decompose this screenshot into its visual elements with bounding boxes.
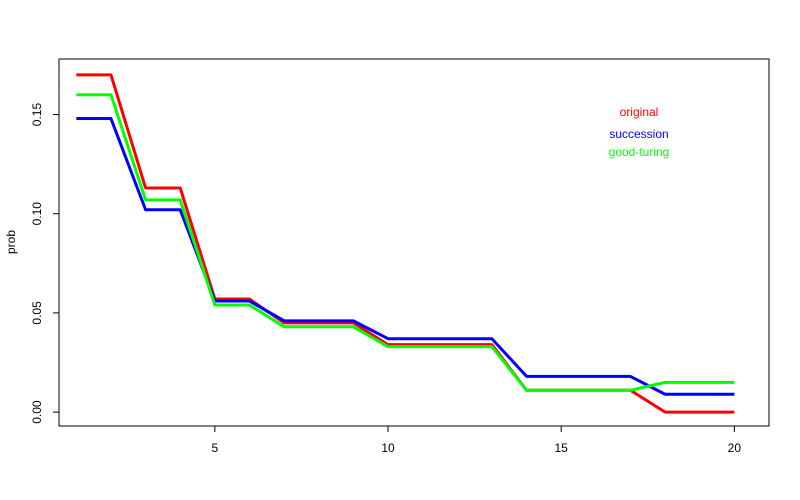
series-line-succession bbox=[76, 117, 735, 396]
legend-entry-original: original bbox=[620, 105, 659, 119]
x-tick-label: 15 bbox=[555, 441, 569, 455]
legend-entry-succession: succession bbox=[609, 127, 668, 141]
y-tick-label: 0.15 bbox=[30, 103, 44, 127]
legend: original succession good-turing bbox=[609, 105, 670, 159]
y-axis: 0.00 0.05 0.10 0.15 bbox=[30, 103, 59, 424]
plot-frame bbox=[58, 58, 770, 427]
series-line-good-turing bbox=[76, 93, 735, 392]
x-axis: 5 10 15 20 bbox=[212, 426, 742, 455]
x-tick-label: 20 bbox=[728, 441, 742, 455]
series-lines bbox=[76, 73, 735, 414]
legend-entry-good-turing: good-turing bbox=[609, 145, 670, 159]
x-tick-label: 10 bbox=[381, 441, 395, 455]
series-line-original bbox=[76, 73, 735, 414]
y-tick-label: 0.10 bbox=[30, 202, 44, 226]
y-axis-label: prob bbox=[4, 230, 18, 254]
y-tick-label: 0.05 bbox=[30, 301, 44, 325]
x-tick-label: 5 bbox=[212, 441, 219, 455]
y-tick-label: 0.00 bbox=[30, 400, 44, 424]
